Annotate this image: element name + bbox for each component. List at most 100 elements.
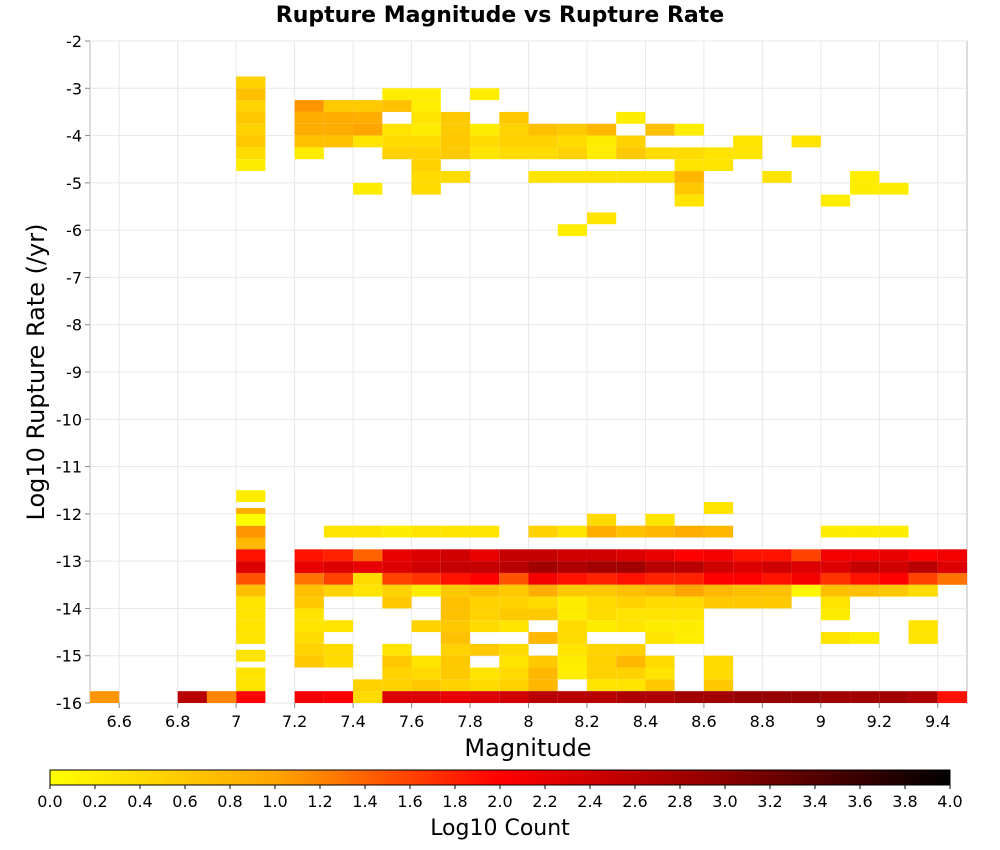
colorbar-tick-label: 0.0 [37, 792, 62, 811]
heatmap-cell [411, 655, 441, 668]
heatmap-cell [528, 561, 558, 573]
heatmap-cell [762, 596, 792, 609]
heatmap-cell [236, 584, 266, 597]
x-tick-label: 9.4 [925, 712, 950, 731]
heatmap-cell [382, 643, 412, 656]
chart-title: Rupture Magnitude vs Rupture Rate [276, 3, 724, 28]
heatmap-cell [703, 596, 734, 609]
heatmap-cell [499, 147, 529, 160]
heatmap-cell [470, 561, 500, 573]
heatmap-cell [850, 182, 880, 195]
heatmap-cell [674, 596, 704, 609]
heatmap-cell [703, 667, 734, 680]
x-tick-label: 8.6 [691, 712, 716, 731]
heatmap-cell [586, 691, 617, 703]
heatmap-cell [645, 667, 675, 680]
heatmap-cell [879, 584, 909, 597]
heatmap-cell [557, 643, 587, 656]
heatmap-cell [586, 561, 617, 573]
heatmap-cell [499, 561, 529, 573]
heatmap-cell [528, 667, 558, 680]
heatmap-cell [236, 620, 266, 633]
heatmap-cell [470, 679, 500, 692]
heatmap-cell [236, 561, 266, 573]
colorbar-tick-label: 2.4 [577, 792, 602, 811]
heatmap-cell [236, 679, 266, 692]
heatmap-cell [236, 608, 266, 621]
heatmap-cell [820, 596, 851, 609]
heatmap-cell [470, 88, 500, 101]
colorbar-tick-label: 4.0 [937, 792, 962, 811]
heatmap-cell [557, 525, 587, 538]
heatmap-cell [323, 123, 354, 136]
heatmap-cell [645, 608, 675, 621]
heatmap-cell [616, 549, 646, 562]
heatmap-cell [733, 549, 763, 562]
heatmap-cell [440, 525, 471, 538]
heatmap-cell [382, 561, 412, 573]
heatmap-cell [353, 100, 383, 112]
x-axis-label: Magnitude [464, 734, 591, 762]
x-tick-label: 7.2 [282, 712, 307, 731]
heatmap-cell [557, 224, 587, 237]
heatmap-cell [323, 111, 354, 124]
heatmap-cell [440, 549, 471, 562]
heatmap-cell [674, 159, 704, 172]
x-tick-label: 8.4 [633, 712, 658, 731]
heatmap-cell [294, 111, 324, 124]
heatmap-cell [294, 608, 324, 621]
heatmap-cell [236, 135, 266, 148]
heatmap-cell [323, 561, 354, 573]
colorbar-tick-label: 1.8 [442, 792, 467, 811]
heatmap-cell [411, 171, 441, 183]
heatmap-cell [703, 572, 734, 585]
heatmap-cell [586, 643, 617, 656]
heatmap-cell [586, 171, 617, 183]
heatmap-cell [294, 596, 324, 609]
heatmap-cell [850, 171, 880, 183]
heatmap-cell [557, 667, 587, 680]
heatmap-cell [528, 655, 558, 668]
heatmap-cell [820, 572, 851, 585]
colorbar-tick-label: 0.6 [172, 792, 197, 811]
heatmap-cell [470, 667, 500, 680]
x-tick-label: 7.6 [399, 712, 424, 731]
heatmap-cell [294, 632, 324, 644]
heatmap-cell [470, 147, 500, 160]
heatmap-cell [353, 135, 383, 148]
heatmap-cell [762, 584, 792, 597]
heatmap-cell [294, 100, 324, 112]
heatmap-cell [499, 679, 529, 692]
heatmap-cell [499, 584, 529, 597]
heatmap-cell [294, 572, 324, 585]
heatmap-cell [820, 608, 851, 621]
heatmap-cell [236, 596, 266, 609]
y-tick-label: -13 [56, 552, 82, 571]
heatmap-cell [645, 620, 675, 633]
heatmap-cell [528, 549, 558, 562]
heatmap-cell [382, 572, 412, 585]
heatmap-cell [557, 596, 587, 609]
heatmap-cell [382, 123, 412, 136]
heatmap-cell [879, 525, 909, 538]
y-tick-label: -2 [66, 32, 82, 51]
heatmap-cell [499, 620, 529, 633]
colorbar-tick-label: 1.2 [307, 792, 332, 811]
heatmap-cell [733, 572, 763, 585]
heatmap-cell [440, 123, 471, 136]
heatmap-cell [528, 691, 558, 703]
heatmap-cell [557, 147, 587, 160]
heatmap-cell [645, 147, 675, 160]
x-tick-label: 8 [523, 712, 533, 731]
heatmap-cell [820, 561, 851, 573]
heatmap-cell [791, 561, 821, 573]
heatmap-cell [937, 691, 967, 703]
heatmap-cell [499, 596, 529, 609]
heatmap-cell [703, 561, 734, 573]
heatmap-cell [440, 643, 471, 656]
y-tick-label: -14 [56, 599, 82, 618]
heatmap-cell [499, 111, 529, 124]
colorbar-tick-label: 3.0 [712, 792, 737, 811]
heatmap-cell [703, 691, 734, 703]
colorbar-tick-label: 3.4 [802, 792, 827, 811]
